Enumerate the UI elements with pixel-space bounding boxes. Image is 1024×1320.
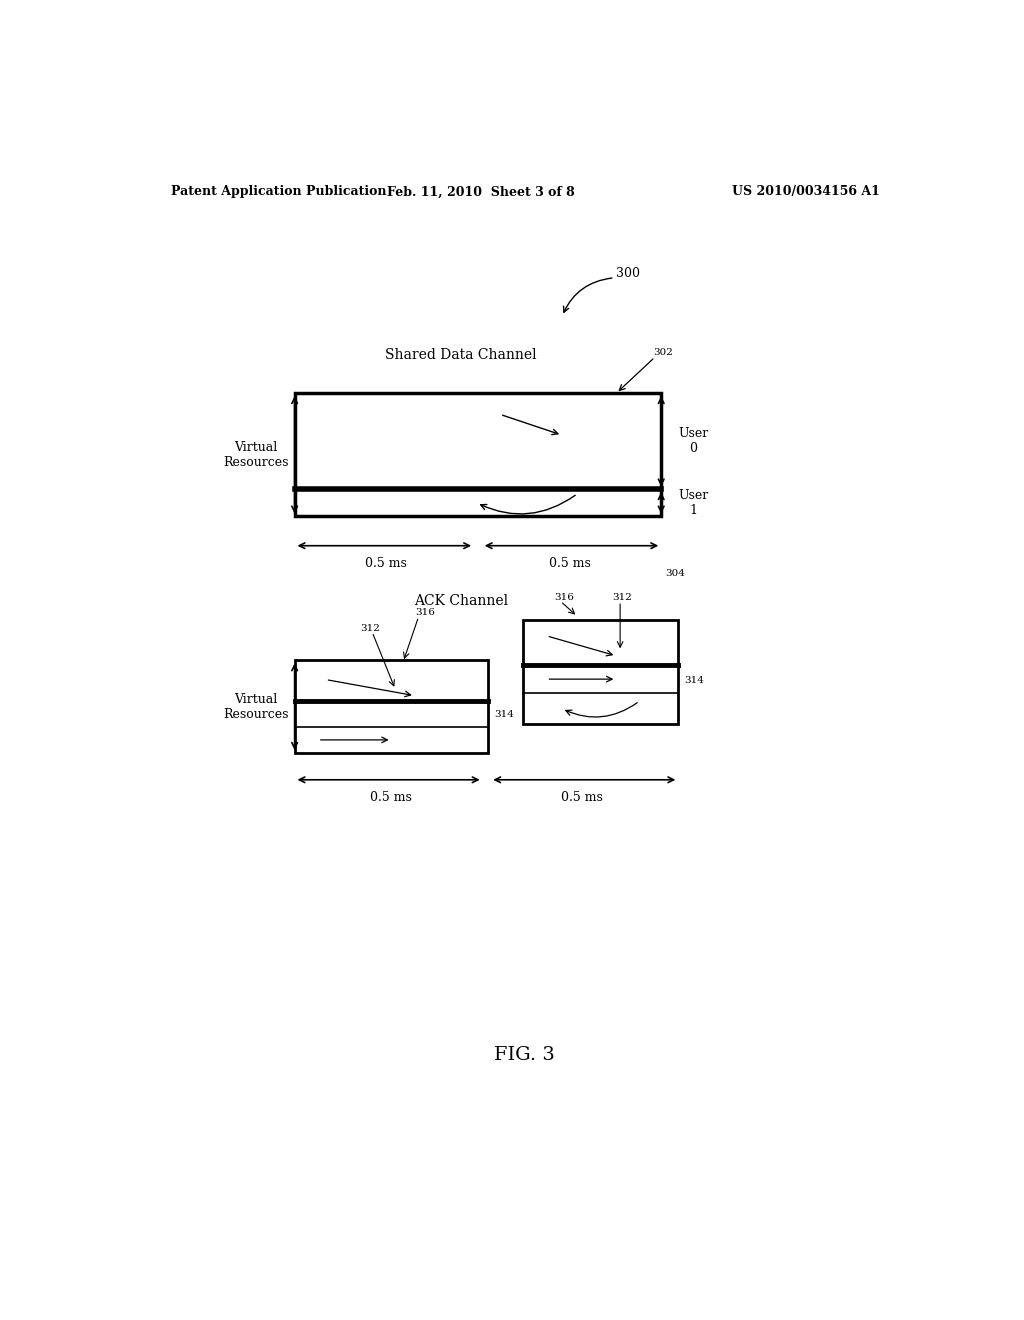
Bar (295, 660, 488, 752)
Text: User
0: User 0 (678, 428, 709, 455)
Text: Virtual
Resources: Virtual Resources (223, 441, 289, 469)
Text: 316: 316 (415, 609, 434, 618)
Text: Virtual
Resources: Virtual Resources (223, 693, 289, 721)
Text: 312: 312 (612, 593, 632, 602)
Text: 0.5 ms: 0.5 ms (549, 557, 591, 570)
Text: 314: 314 (684, 676, 705, 685)
Text: 300: 300 (616, 268, 640, 280)
Text: 0.5 ms: 0.5 ms (561, 792, 603, 804)
Text: 302: 302 (653, 348, 674, 356)
Text: 0.5 ms: 0.5 ms (366, 557, 408, 570)
Text: Feb. 11, 2010  Sheet 3 of 8: Feb. 11, 2010 Sheet 3 of 8 (387, 185, 574, 198)
Text: US 2010/0034156 A1: US 2010/0034156 A1 (732, 185, 880, 198)
Text: 304: 304 (665, 569, 685, 578)
Bar (295, 393, 662, 516)
Text: User
1: User 1 (678, 488, 709, 517)
Text: Patent Application Publication: Patent Application Publication (171, 185, 386, 198)
Text: 312: 312 (360, 623, 380, 632)
Bar (523, 620, 678, 725)
Text: 316: 316 (554, 593, 574, 602)
Text: ACK Channel: ACK Channel (414, 594, 508, 609)
Text: 0.5 ms: 0.5 ms (370, 792, 412, 804)
Text: 314: 314 (495, 710, 514, 719)
Text: FIG. 3: FIG. 3 (495, 1047, 555, 1064)
Text: Shared Data Channel: Shared Data Channel (385, 347, 537, 362)
